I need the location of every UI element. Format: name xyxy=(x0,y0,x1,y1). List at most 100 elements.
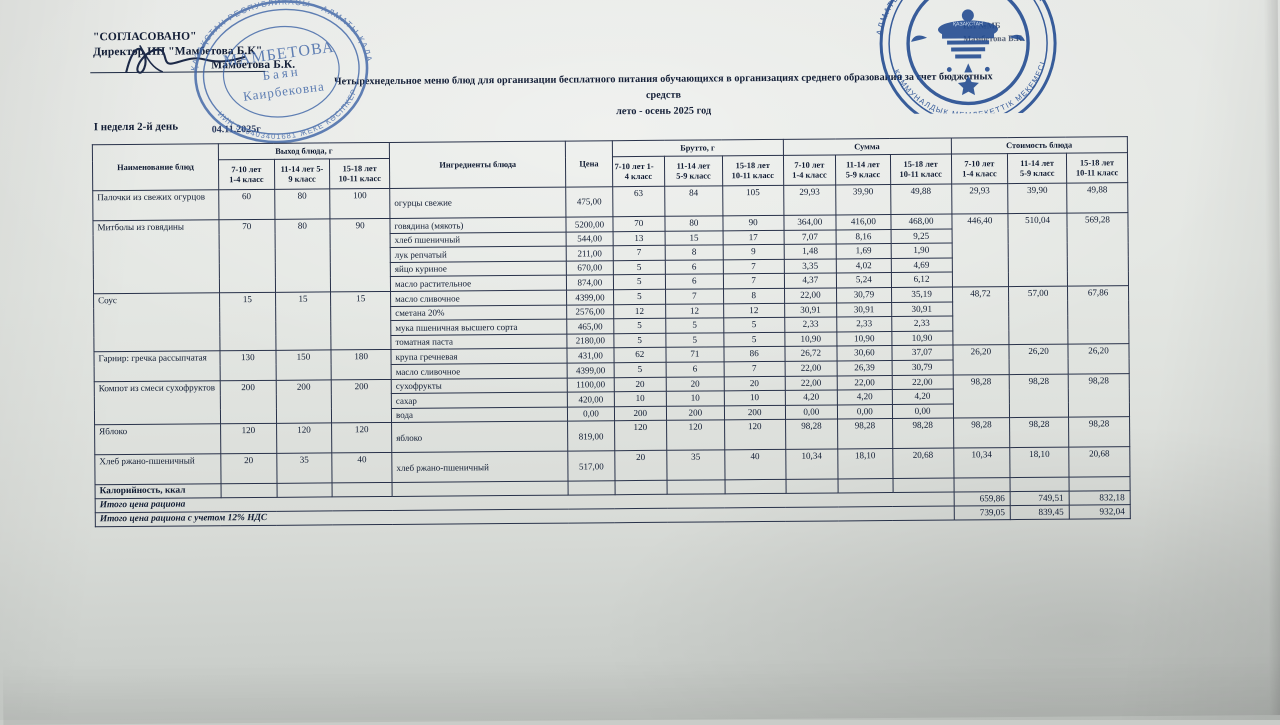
cell-yield-0: 70 xyxy=(218,219,276,293)
th-ingredients: Ингредиенты блюда xyxy=(389,141,567,189)
cell-brutto-1: 8 xyxy=(665,245,723,261)
cell-price: 2576,00 xyxy=(566,304,614,320)
cell-brutto-2: 20 xyxy=(723,375,785,391)
cell-yield-2: 15 xyxy=(330,291,392,351)
cell-sum-2: 1,90 xyxy=(890,243,952,259)
cell-cost-1: 57,00 xyxy=(1008,286,1068,345)
cell-price: 0,00 xyxy=(567,406,615,422)
cell-brutto-2: 5 xyxy=(723,317,785,333)
footer-calories-value-2 xyxy=(1068,476,1131,492)
cell-sum-1: 30,60 xyxy=(837,345,892,361)
th-cost-age-0: 7-10 лет 1-4 класс xyxy=(950,153,1008,185)
cell-cost-2: 98,28 xyxy=(1068,416,1130,448)
cell-brutto-0: 63 xyxy=(612,186,665,217)
cell-cost-1: 98,28 xyxy=(1009,373,1069,418)
cell-sum-0: 364,00 xyxy=(783,214,837,230)
footer-total-vat-value-0: 739,05 xyxy=(953,505,1011,520)
th-sum-age-0: 7-10 лет 1-4 класс xyxy=(783,154,836,186)
cell-brutto-0: 62 xyxy=(613,347,667,363)
th-brutto-age-0: 7-10 лет 1- 4 класс xyxy=(611,156,665,187)
cell-price: 475,00 xyxy=(566,186,613,218)
table-head: Наименование блюд Выход блюда, г Ингреди… xyxy=(92,136,1128,191)
cell-dish-name: Компот из смеси сухофруктов xyxy=(94,380,221,426)
th-brutto-age-2: 15-18 лет 10-11 класс xyxy=(722,155,784,186)
cell-sum-0: 10,90 xyxy=(784,331,838,347)
cell-sum-0: 22,00 xyxy=(784,287,837,303)
th-price: Цена xyxy=(565,140,613,188)
cell-sum-1: 4,02 xyxy=(836,258,892,274)
th-yield-age-1: 11-14 лет 5- 9 класс xyxy=(274,158,330,190)
cell-sum-2: 20,68 xyxy=(892,448,954,479)
cell-yield-0: 60 xyxy=(218,189,275,220)
cell-yield-1: 120 xyxy=(276,423,332,454)
cell-sum-2: 6,12 xyxy=(891,272,953,288)
approval-line-2: Директор ИП "Мамбетова Б.К" xyxy=(93,44,263,59)
cell-brutto-1: 71 xyxy=(665,347,724,363)
th-dish-name: Наименование блюд xyxy=(92,143,219,191)
document-title: Четырехнедельное меню блюд для организац… xyxy=(328,69,998,122)
footer-cal-pad-2 xyxy=(332,482,393,498)
cell-sum-1: 98,28 xyxy=(837,418,893,450)
cell-sum-1: 30,91 xyxy=(836,302,892,318)
cell-brutto-0: 70 xyxy=(612,216,666,232)
cell-cost-0: 29,93 xyxy=(951,183,1009,215)
th-brutto-age-1: 11-14 лет 5-9 класс xyxy=(664,155,723,187)
footer-calories-label: Калорийность, ккал xyxy=(95,484,222,499)
cell-sum-0: 7,07 xyxy=(783,229,837,245)
cell-yield-2: 180 xyxy=(331,349,392,380)
cell-cost-1: 98,28 xyxy=(1009,417,1069,448)
cell-brutto-1: 80 xyxy=(664,215,723,231)
cell-sum-1: 39,90 xyxy=(835,184,891,215)
cell-brutto-0: 5 xyxy=(612,274,666,290)
cell-cost-1: 39,90 xyxy=(1007,183,1067,214)
cell-sum-0: 4,20 xyxy=(784,390,838,406)
cell-sum-1: 26,39 xyxy=(837,360,892,376)
cell-yield-2: 100 xyxy=(329,188,390,219)
cell-yield-0: 15 xyxy=(219,292,276,352)
cell-brutto-0: 20 xyxy=(614,450,668,482)
cell-sum-0: 30,91 xyxy=(784,302,837,318)
cell-brutto-2: 105 xyxy=(722,185,784,216)
cell-sum-2: 22,00 xyxy=(891,374,953,390)
cell-sum-2: 9,25 xyxy=(890,228,952,244)
th-sum-group: Сумма xyxy=(782,138,951,156)
header-right-note: ИП №МБ Мамбетова Б.К. xyxy=(962,20,1025,44)
cell-brutto-0: 13 xyxy=(612,230,666,246)
th-cost-age-2: 15-18 лет 10-11 класс xyxy=(1066,152,1128,184)
cell-ingredient: хлеб ржано-пшеничный xyxy=(391,451,569,483)
cell-sum-1: 10,90 xyxy=(836,331,892,347)
footer-calories-value-1 xyxy=(1010,477,1070,492)
cell-ingredient: крупа гречневая xyxy=(391,348,568,365)
th-brutto-group: Брутто, г xyxy=(611,139,784,157)
cell-yield-0: 130 xyxy=(219,350,276,381)
cell-brutto-2: 40 xyxy=(724,449,786,481)
cell-brutto-1: 7 xyxy=(665,288,724,304)
cell-yield-0: 20 xyxy=(220,453,277,485)
cell-sum-2: 49,88 xyxy=(890,184,952,215)
footer-cal-pad-5 xyxy=(614,480,668,495)
svg-text:Каирбековна: Каирбековна xyxy=(242,78,325,104)
stamp-date: 04.11.2025г xyxy=(211,123,261,136)
cell-cost-2: 67,86 xyxy=(1067,285,1129,345)
cell-brutto-2: 90 xyxy=(722,215,784,231)
cell-price: 465,00 xyxy=(567,318,614,334)
cell-price: 1100,00 xyxy=(567,377,614,393)
cell-sum-2: 468,00 xyxy=(890,214,952,230)
cell-brutto-2: 12 xyxy=(723,302,785,319)
cell-brutto-2: 17 xyxy=(722,229,784,246)
footer-cal-pad-10 xyxy=(892,478,954,493)
cell-dish-name: Палочки из свежих огурцов xyxy=(92,189,219,221)
cell-dish-name: Яблоко xyxy=(94,424,221,456)
cell-price: 420,00 xyxy=(567,391,614,407)
cell-sum-0: 4,37 xyxy=(784,273,837,289)
cell-price: 544,00 xyxy=(566,231,613,247)
cell-brutto-2: 86 xyxy=(723,346,785,362)
cell-ingredient: масло растительное xyxy=(390,275,567,292)
footer-cal-pad-4 xyxy=(568,481,615,496)
cell-sum-2: 30,91 xyxy=(891,301,953,317)
cell-brutto-0: 5 xyxy=(613,333,666,349)
cell-sum-0: 3,35 xyxy=(783,258,837,274)
table-foot: Калорийность, ккал Итого цена рациона 659,… xyxy=(95,476,1131,527)
cell-sum-1: 416,00 xyxy=(836,214,891,230)
